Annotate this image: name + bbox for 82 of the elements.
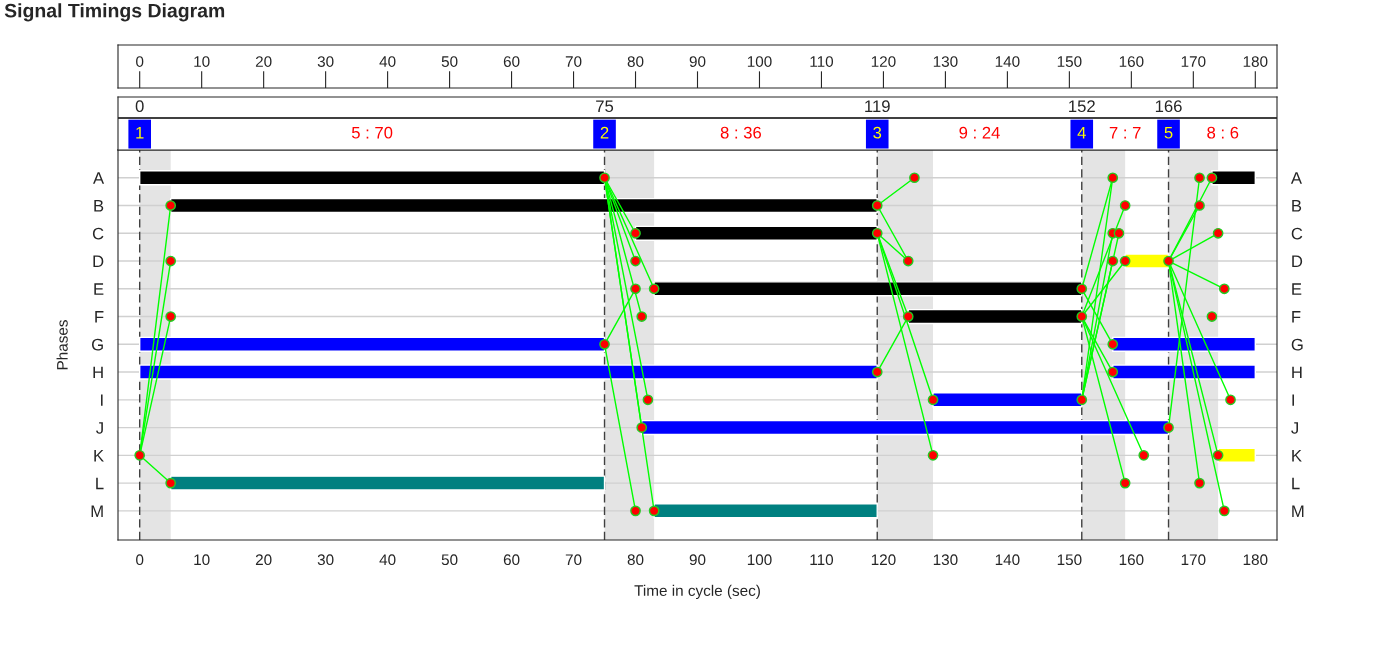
x-tick-label: 110 — [810, 554, 834, 566]
x2-tick-label: 180 — [1243, 56, 1268, 67]
x2-tick-label: 160 — [1119, 56, 1144, 67]
y-tick-label: G — [1291, 338, 1303, 351]
x-tick-label: 20 — [255, 554, 272, 566]
ref-line-label: 119 — [865, 100, 890, 113]
category-label: F — [95, 311, 104, 323]
x-tick-label: 140 — [995, 554, 1020, 566]
x-tick-label: 70 — [565, 554, 582, 566]
x-tick-label: 0 — [136, 554, 144, 566]
x2-tick-label: 40 — [379, 56, 396, 67]
x2-tick-label: 100 — [747, 56, 772, 67]
y-tick-label: C — [1291, 227, 1303, 240]
x-tick-label: 130 — [933, 554, 958, 566]
y-tick-label: A — [1290, 172, 1302, 184]
category-label: E — [94, 283, 104, 295]
y-tick-label: H — [1292, 366, 1302, 379]
category-label: B — [94, 200, 104, 212]
x-tick-label: 160 — [1119, 554, 1144, 566]
x2-tick-label: 120 — [871, 56, 896, 67]
text: 5 — [1164, 126, 1173, 139]
x-tick-label: 60 — [503, 554, 520, 566]
text: 1 — [136, 126, 144, 139]
x2-tick-label: 30 — [317, 56, 334, 67]
x2-tick-label: 140 — [995, 56, 1020, 67]
text: 2 — [600, 126, 609, 139]
x2-tick-label: 130 — [933, 56, 958, 67]
y-tick-label: B — [1292, 200, 1302, 212]
ref-line-label: 166 — [1155, 100, 1182, 113]
x2-tick-label: 170 — [1181, 56, 1206, 67]
y-tick-label: F — [1292, 311, 1301, 323]
x2-tick-label: 80 — [627, 56, 644, 67]
ref-line-label: 75 — [596, 100, 614, 113]
x-tick-label: 100 — [747, 554, 772, 566]
x-axis-title: Time in cycle (sec) — [634, 584, 760, 600]
category-label: G — [91, 338, 103, 351]
ref-line-label: 152 — [1069, 100, 1095, 113]
x-tick-label: 170 — [1181, 554, 1206, 566]
x-tick-label: 30 — [317, 554, 334, 566]
chart-title: Signal Timings Diagram — [4, 3, 225, 22]
x-tick-label: 50 — [441, 554, 458, 566]
x2-tick-label: 0 — [136, 56, 144, 67]
text: 8 : 6 — [1207, 126, 1239, 139]
category-label: M — [91, 505, 103, 517]
y-tick-label: D — [1292, 255, 1303, 268]
text: 8 : 36 — [720, 126, 761, 139]
x2-tick-label: 10 — [194, 56, 210, 67]
category-label: K — [94, 449, 104, 462]
text: 4 — [1077, 126, 1086, 139]
text: 7 : 7 — [1109, 126, 1141, 139]
y-tick-label: M — [1292, 505, 1304, 517]
x-tick-label: 120 — [871, 554, 896, 566]
x-tick-label: 150 — [1057, 554, 1082, 566]
category-label: D — [93, 255, 104, 268]
x2-tick-label: 150 — [1057, 56, 1082, 67]
x2-tick-label: 50 — [441, 56, 458, 67]
category-label: H — [93, 366, 103, 379]
x-tick-label: 180 — [1243, 554, 1268, 566]
x2-tick-label: 90 — [689, 56, 706, 67]
x-tick-label: 40 — [379, 554, 396, 566]
y-axis-title: Phases — [56, 320, 68, 370]
x2-tick-label: 60 — [503, 56, 520, 67]
category-label: C — [92, 227, 104, 240]
y-tick-label: L — [1292, 477, 1300, 490]
y-tick-label: E — [1292, 283, 1302, 295]
category-label: J — [96, 422, 103, 434]
x2-tick-label: 70 — [565, 56, 582, 67]
y-tick-label: K — [1292, 449, 1302, 462]
text: 5 : 70 — [351, 126, 393, 139]
category-label: I — [101, 394, 103, 406]
y-tick-label: I — [1292, 394, 1294, 406]
x-tick-label: 10 — [194, 554, 210, 566]
y-tick-label: J — [1291, 422, 1298, 434]
text: 9 : 24 — [959, 126, 1000, 139]
category-label: L — [96, 477, 104, 490]
x2-tick-label: 110 — [810, 56, 834, 67]
x-tick-label: 90 — [689, 554, 706, 566]
x2-tick-label: 20 — [255, 56, 272, 67]
ref-line-label: 0 — [135, 100, 144, 113]
text: 3 — [873, 126, 882, 139]
category-label: A — [93, 172, 105, 184]
x-tick-label: 80 — [627, 554, 644, 566]
